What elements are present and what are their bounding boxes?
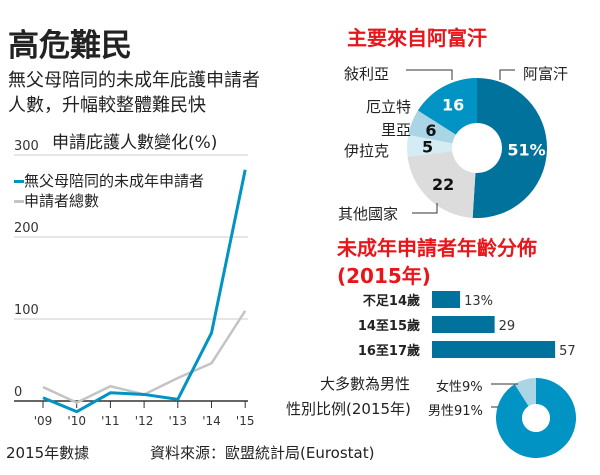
subtitle-line-1: 無父母陪同的未成年庇護申請者 [8,70,260,91]
pie-value-label: 5 [422,137,433,156]
pie-slice [417,78,477,135]
gender-subtitle: 性別比例(2015年) [286,400,411,418]
page-title: 高危難民 [8,28,132,64]
legend-unaccompanied: 無父母陪同的未成年申請者 [14,170,204,191]
line-chart-title: 申請庇護人數變化(%) [52,133,218,153]
gender-label-male: 男性91% [428,404,483,419]
leader-line [412,203,438,214]
y-tick-label: 0 [14,385,22,400]
pie-title: 主要來自阿富汗 [347,26,487,50]
x-tick-label: '09 [34,414,53,428]
pie-value-label: 6 [425,121,436,140]
x-tick-label: '13 [169,414,188,428]
bar-value-label: 13% [464,294,493,309]
leader-line [406,69,453,80]
gender-slice [514,378,536,407]
pie-label-afghanistan: 阿富汗 [523,65,569,83]
pie-slice [472,78,547,218]
y-tick-label: 200 [14,221,39,236]
pie-label-eritrea: 厄立特里亞 [365,98,411,139]
pie-value-label: 16 [442,96,464,115]
bar-category-label: 不足14歲 [363,293,420,309]
subtitle-line-2: 人數，升幅較整體難民快 [8,95,206,116]
pie-value-label: 22 [432,175,454,194]
pie-label-iraq: 伊拉克 [344,142,390,160]
data-year-note: 2015年數據 [6,444,90,462]
pie-value-label: 51% [507,141,545,160]
gender-title: 大多數為男性 [320,375,411,393]
y-tick-label: 100 [14,303,39,318]
source-note: 資料來源：歐盟統計局(Eurostat) [150,444,375,462]
x-tick-label: '12 [135,414,154,428]
x-tick-label: '14 [202,414,221,428]
line-series-1 [42,310,247,404]
bar-category-label: 14至15歲 [358,318,420,334]
pie-label-syria: 敍利亞 [344,65,390,83]
pie-label-other: 其他國家 [338,205,399,223]
bar-category-label: 16至17歲 [358,343,420,359]
pie-slice [407,134,453,157]
legend-total: 申請者總數 [14,190,99,211]
bar [432,341,556,358]
x-tick-label: '15 [236,414,255,428]
x-tick-label: '11 [101,414,120,428]
bar-chart-title: 未成年申請者年齡分佈(2015年) [337,236,537,288]
bar-value-label: 57 [559,344,576,359]
leader-line [499,69,515,80]
gender-label-female: 女性9% [436,380,483,395]
y-tick-label: 300 [14,139,39,154]
pie-slice [408,110,456,144]
bar-value-label: 29 [499,319,516,334]
gender-slice [496,378,577,458]
bar [432,291,461,308]
bar [432,316,495,333]
line-series-0 [42,169,247,414]
x-tick-label: '10 [67,414,86,428]
pie-slice [407,151,476,218]
